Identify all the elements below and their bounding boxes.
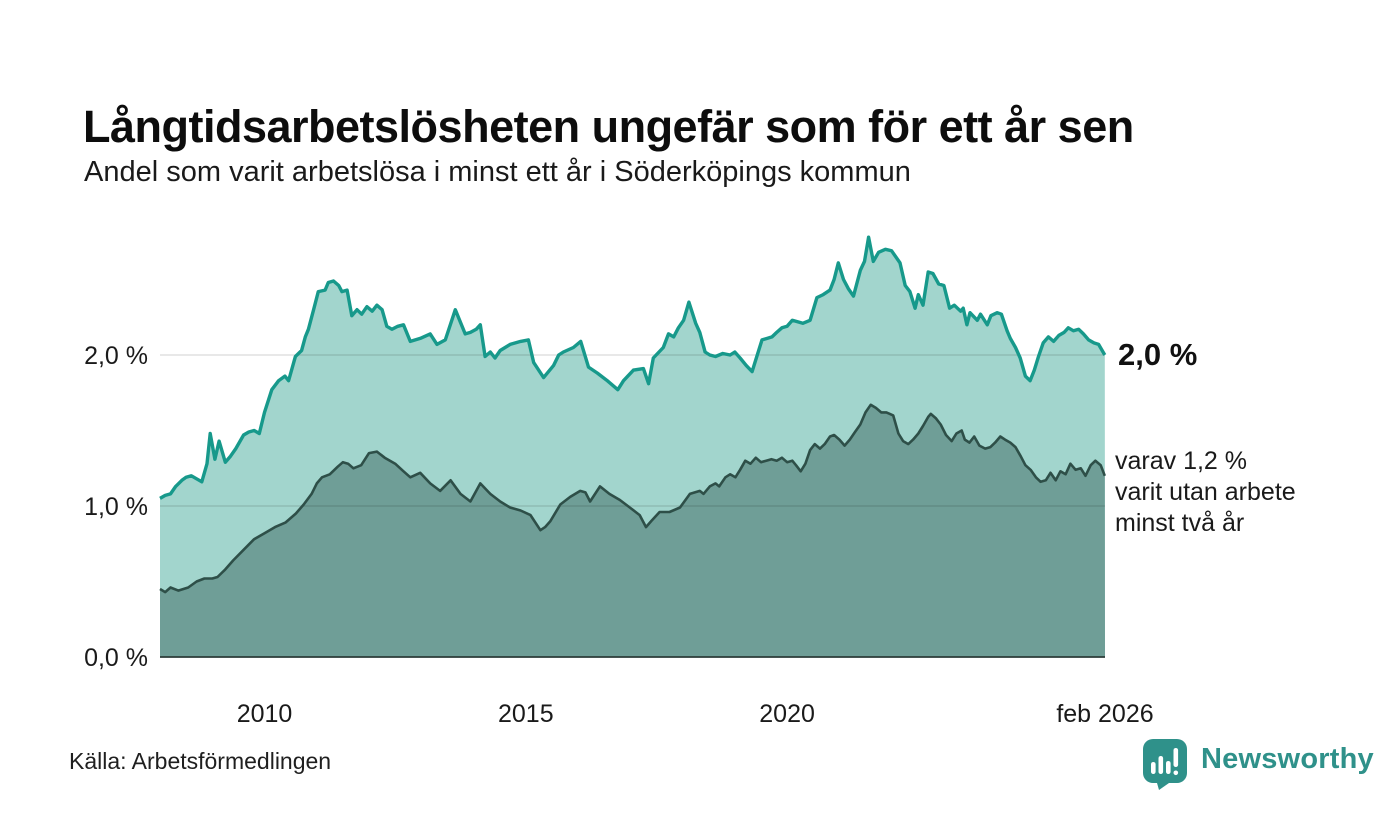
x-tick-2015: 2015 (498, 700, 554, 728)
y-tick-0: 0,0 % (84, 644, 148, 672)
x-tick-feb-2026: feb 2026 (1056, 700, 1153, 728)
y-tick-1: 1,0 % (84, 493, 148, 521)
secondary-label-line3: minst två år (1115, 509, 1245, 537)
y-tick-2: 2,0 % (84, 342, 148, 370)
latest-value-label-total: 2,0 % (1118, 337, 1198, 372)
newsworthy-wordmark: Newsworthy (1201, 743, 1374, 775)
latest-value-label-secondary: varav 1,2 % varit utan arbete minst två … (1115, 446, 1296, 539)
page-title: Långtidsarbetslösheten ungefär som för e… (83, 101, 1134, 153)
newsworthy-brand: Newsworthy (1142, 738, 1374, 790)
newsworthy-logo-icon (1143, 739, 1187, 790)
x-tick-2020: 2020 (759, 700, 815, 728)
secondary-label-line1: varav 1,2 % (1115, 447, 1248, 475)
secondary-label-line2: varit utan arbete (1115, 478, 1296, 506)
chart-subtitle: Andel som varit arbetslösa i minst ett å… (84, 156, 911, 188)
area-secondary-2yr (160, 404, 1105, 657)
line-secondary-2yr (159, 403, 1107, 594)
x-tick-2010: 2010 (237, 700, 293, 728)
source-attribution: Källa: Arbetsförmedlingen (69, 748, 332, 774)
line-total-1yr (159, 235, 1107, 500)
